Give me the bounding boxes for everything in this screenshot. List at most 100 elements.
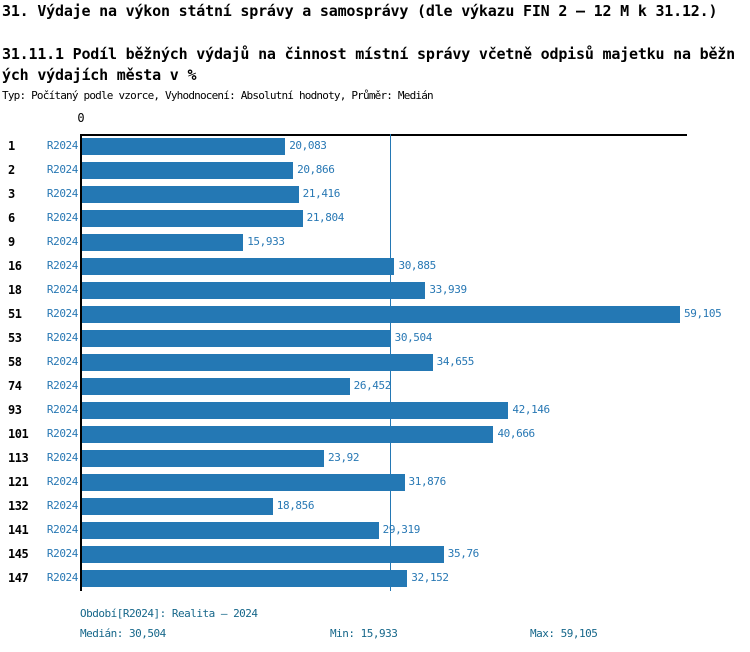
bar-value-label: 26,452 [353,379,392,392]
bar [82,569,408,587]
row-rank-label: 1 [8,139,15,153]
indicator-subtitle: 31.11.1 Podíl běžných výdajů na činnost … [2,45,735,84]
chart-row: 53 R2024 30,504 [0,326,750,350]
row-series-label: R2024 [46,355,79,368]
bar [82,185,299,203]
bar [82,233,244,251]
chart-row: 1 R2024 20,083 [0,134,750,158]
row-series-label: R2024 [46,403,79,416]
bar-value-label: 20,866 [297,163,335,176]
bar [82,257,395,275]
bar-value-label: 35,76 [447,547,480,560]
row-rank-label: 3 [8,187,15,201]
chart-rows: 1 R2024 20,083 2 R2024 20,866 3 R2024 21,416 6 R20… [0,134,750,590]
chart-row: 147 R2024 32,152 [0,566,750,590]
row-series-label: R2024 [46,283,79,296]
row-rank-label: 121 [8,475,29,489]
bar [82,377,350,395]
row-series-label: R2024 [46,163,79,176]
row-rank-label: 53 [8,331,22,345]
chart-row: 93 R2024 42,146 [0,398,750,422]
chart-row: 18 R2024 33,939 [0,278,750,302]
x-axis-line [80,134,687,136]
stat-min: Min: 15,933 [330,627,398,640]
row-series-label: R2024 [46,451,79,464]
bar [82,425,494,443]
row-rank-label: 147 [8,571,29,585]
row-rank-label: 101 [8,427,29,441]
bar-value-label: 42,146 [512,403,550,416]
bar-value-label: 18,856 [276,499,315,512]
bar [82,329,391,347]
row-series-label: R2024 [46,211,79,224]
row-rank-label: 145 [8,547,29,561]
bar [82,545,444,563]
row-rank-label: 58 [8,355,22,369]
row-rank-label: 93 [8,403,22,417]
bar [82,137,286,155]
chart-row: 2 R2024 20,866 [0,158,750,182]
bar [82,521,379,539]
row-series-label: R2024 [46,259,79,272]
chart-row: 101 R2024 40,666 [0,422,750,446]
bar [82,401,509,419]
page-title: 31. Výdaje na výkon státní správy a samo… [2,2,718,20]
row-series-label: R2024 [46,139,79,152]
row-series-label: R2024 [46,235,79,248]
bar-value-label: 15,933 [247,235,285,248]
row-rank-label: 113 [8,451,29,465]
row-series-label: R2024 [46,499,79,512]
row-rank-label: 2 [8,163,15,177]
row-series-label: R2024 [46,571,79,584]
indicator-meta: Typ: Počítaný podle vzorce, Vyhodnocení:… [2,89,434,102]
row-rank-label: 16 [8,259,22,273]
row-rank-label: 9 [8,235,15,249]
bar [82,305,680,323]
bar [82,353,433,371]
row-rank-label: 18 [8,283,22,297]
chart-row: 16 R2024 30,885 [0,254,750,278]
bar-value-label: 34,655 [436,355,475,368]
row-series-label: R2024 [46,427,79,440]
row-series-label: R2024 [46,523,79,536]
bar [82,281,426,299]
row-series-label: R2024 [46,379,79,392]
bar-value-label: 29,319 [382,523,421,536]
chart-row: 113 R2024 23,92 [0,446,750,470]
bar-value-label: 32,152 [411,571,449,584]
bar-value-label: 59,105 [684,307,722,320]
bar [82,161,294,179]
bar [82,473,405,491]
chart-row: 58 R2024 34,655 [0,350,750,374]
bar-value-label: 31,876 [408,475,447,488]
bar-value-label: 30,885 [398,259,436,272]
bar [82,449,324,467]
bar [82,209,303,227]
chart-row: 145 R2024 35,76 [0,542,750,566]
row-series-label: R2024 [46,187,79,200]
bar-value-label: 21,416 [302,187,341,200]
chart-row: 9 R2024 15,933 [0,230,750,254]
bar [82,497,273,515]
chart-row: 6 R2024 21,804 [0,206,750,230]
row-rank-label: 74 [8,379,22,393]
row-series-label: R2024 [46,475,79,488]
chart-row: 132 R2024 18,856 [0,494,750,518]
bar-value-label: 20,083 [289,139,327,152]
chart-row: 121 R2024 31,876 [0,470,750,494]
chart-row: 3 R2024 21,416 [0,182,750,206]
stat-median: Medián: 30,504 [80,627,166,640]
y-axis-line [80,134,82,591]
period-legend: Období[R2024]: Realita – 2024 [80,607,258,620]
x-axis-zero-tick-label: 0 [77,111,85,125]
row-rank-label: 141 [8,523,29,537]
row-series-label: R2024 [46,307,79,320]
chart-row: 51 R2024 59,105 [0,302,750,326]
bar-value-label: 23,92 [328,451,360,464]
row-series-label: R2024 [46,331,79,344]
chart-row: 74 R2024 26,452 [0,374,750,398]
bar-value-label: 40,666 [497,427,535,440]
stat-max: Max: 59,105 [530,627,598,640]
bar-value-label: 33,939 [429,283,467,296]
